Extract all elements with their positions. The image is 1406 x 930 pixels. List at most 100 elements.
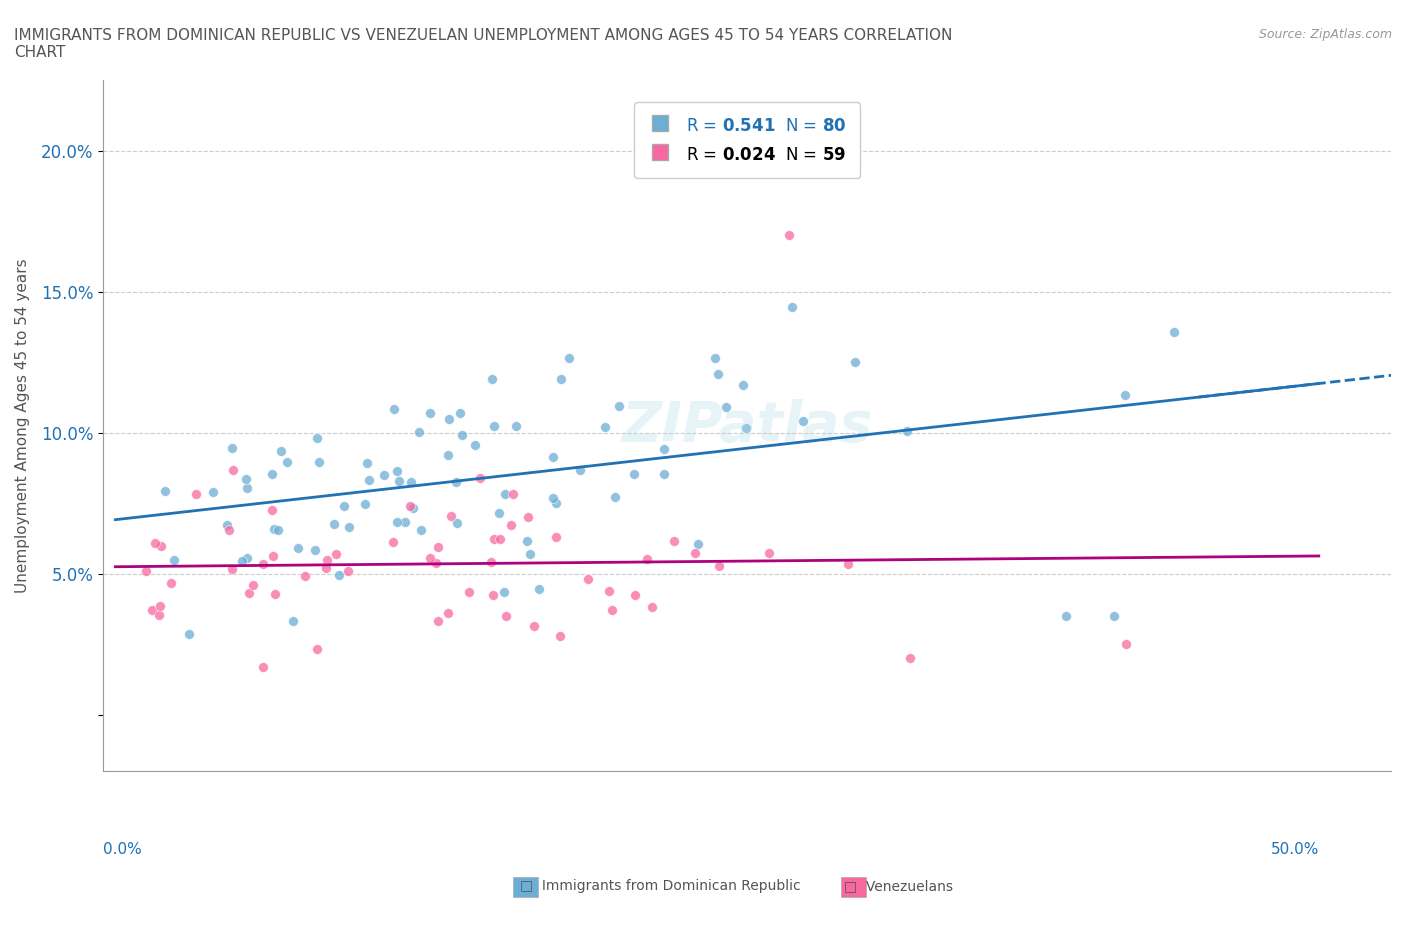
Point	[898, 651, 921, 666]
Point	[541, 491, 564, 506]
Point	[837, 556, 859, 571]
Point	[707, 559, 730, 574]
Text: □  Immigrants from Dominican Republic: □ Immigrants from Dominican Republic	[520, 879, 801, 893]
Point	[780, 300, 803, 315]
Point	[492, 585, 515, 600]
Point	[409, 523, 432, 538]
Point	[439, 509, 461, 524]
Point	[356, 455, 378, 470]
Point	[262, 467, 284, 482]
Point	[307, 642, 329, 657]
Point	[287, 541, 309, 556]
Point	[716, 400, 738, 415]
Text: 0.0%: 0.0%	[103, 842, 142, 857]
Point	[576, 572, 599, 587]
Point	[264, 587, 287, 602]
Point	[1102, 608, 1125, 623]
Point	[425, 556, 447, 571]
Point	[252, 659, 274, 674]
Point	[163, 552, 186, 567]
Point	[402, 501, 425, 516]
Point	[758, 546, 780, 561]
Point	[337, 520, 360, 535]
Point	[305, 431, 328, 445]
Point	[623, 467, 645, 482]
Point	[262, 549, 284, 564]
Point	[1115, 637, 1137, 652]
Point	[437, 411, 460, 426]
Point	[381, 534, 404, 549]
Point	[557, 351, 579, 365]
Point	[304, 543, 326, 558]
Point	[235, 472, 257, 486]
Point	[446, 516, 468, 531]
Point	[505, 418, 527, 433]
Point	[333, 498, 356, 513]
Point	[458, 585, 481, 600]
Point	[316, 552, 339, 567]
Point	[733, 378, 755, 392]
Point	[600, 603, 623, 618]
Point	[652, 467, 675, 482]
Point	[734, 420, 756, 435]
Point	[703, 351, 725, 365]
Text: Source: ZipAtlas.com: Source: ZipAtlas.com	[1258, 28, 1392, 41]
Point	[1114, 388, 1136, 403]
Text: 50.0%: 50.0%	[1271, 842, 1319, 857]
Point	[495, 608, 517, 623]
Point	[148, 607, 170, 622]
Point	[707, 366, 730, 381]
Point	[641, 600, 664, 615]
Point	[263, 522, 285, 537]
Point	[337, 564, 360, 578]
Point	[636, 551, 658, 566]
Point	[308, 454, 330, 469]
Point	[149, 599, 172, 614]
Point	[359, 473, 381, 488]
Point	[527, 581, 550, 596]
Point	[184, 486, 207, 501]
Point	[1054, 608, 1077, 623]
Point	[484, 418, 506, 433]
Point	[482, 531, 505, 546]
Point	[354, 497, 377, 512]
Point	[281, 614, 304, 629]
Point	[388, 473, 411, 488]
Point	[276, 454, 298, 469]
Point	[479, 554, 502, 569]
Point	[201, 485, 224, 499]
Point	[322, 517, 344, 532]
Point	[607, 398, 630, 413]
Point	[399, 498, 422, 513]
Point	[399, 474, 422, 489]
Point	[426, 614, 449, 629]
Point	[437, 605, 460, 620]
Point	[683, 546, 706, 561]
Text: IMMIGRANTS FROM DOMINICAN REPUBLIC VS VENEZUELAN UNEMPLOYMENT AMONG AGES 45 TO 5: IMMIGRANTS FROM DOMINICAN REPUBLIC VS VE…	[14, 28, 952, 60]
Point	[523, 618, 546, 633]
Point	[550, 371, 572, 386]
Point	[546, 495, 568, 510]
Point	[844, 354, 866, 369]
Point	[252, 557, 274, 572]
Point	[481, 372, 503, 387]
Point	[502, 486, 524, 501]
Point	[488, 505, 510, 520]
Point	[177, 626, 200, 641]
Point	[896, 424, 918, 439]
Point	[569, 462, 592, 477]
Point	[394, 514, 416, 529]
Point	[222, 463, 245, 478]
Point	[217, 518, 239, 533]
Point	[325, 546, 347, 561]
Point	[382, 402, 405, 417]
Point	[294, 568, 316, 583]
Point	[135, 564, 157, 578]
Point	[516, 510, 538, 525]
Point	[150, 538, 173, 553]
Point	[662, 534, 685, 549]
Point	[652, 442, 675, 457]
Point	[387, 514, 409, 529]
Point	[419, 406, 441, 421]
Point	[482, 588, 505, 603]
